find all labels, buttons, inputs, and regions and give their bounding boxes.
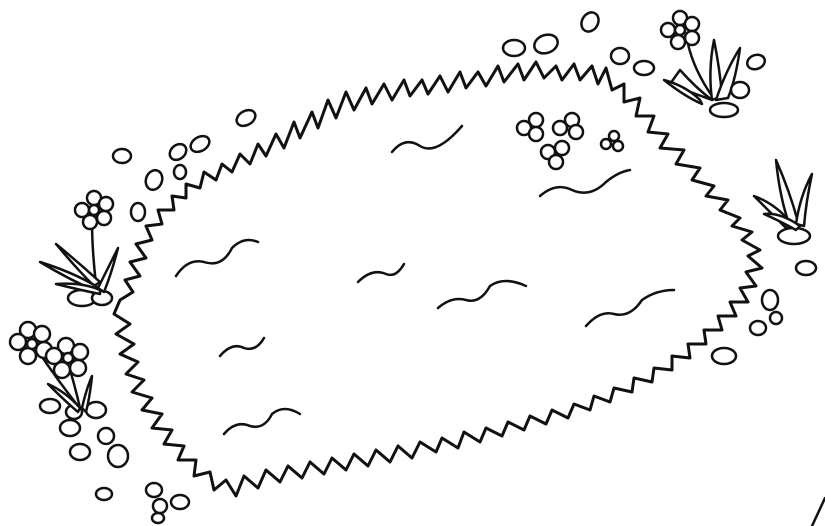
grass-stroke-8 [222, 407, 302, 436]
clover-cluster-2 [599, 129, 625, 153]
grass-stroke-4 [356, 262, 406, 284]
grass-patch-outline [112, 60, 764, 498]
corner-line [810, 496, 825, 526]
clover-cluster-1 [515, 111, 585, 171]
grass-stroke-2 [538, 168, 632, 198]
flower-top-right [659, 9, 751, 106]
grass-stroke-6 [584, 288, 676, 328]
grass-stroke-3 [174, 238, 260, 278]
grass-tuft-right [752, 158, 814, 232]
grass-stroke-5 [436, 279, 528, 310]
flower-left [38, 189, 120, 296]
grass-stroke-1 [390, 124, 464, 154]
flower-bottom-left [8, 320, 94, 414]
grass-stroke-7 [218, 336, 266, 358]
